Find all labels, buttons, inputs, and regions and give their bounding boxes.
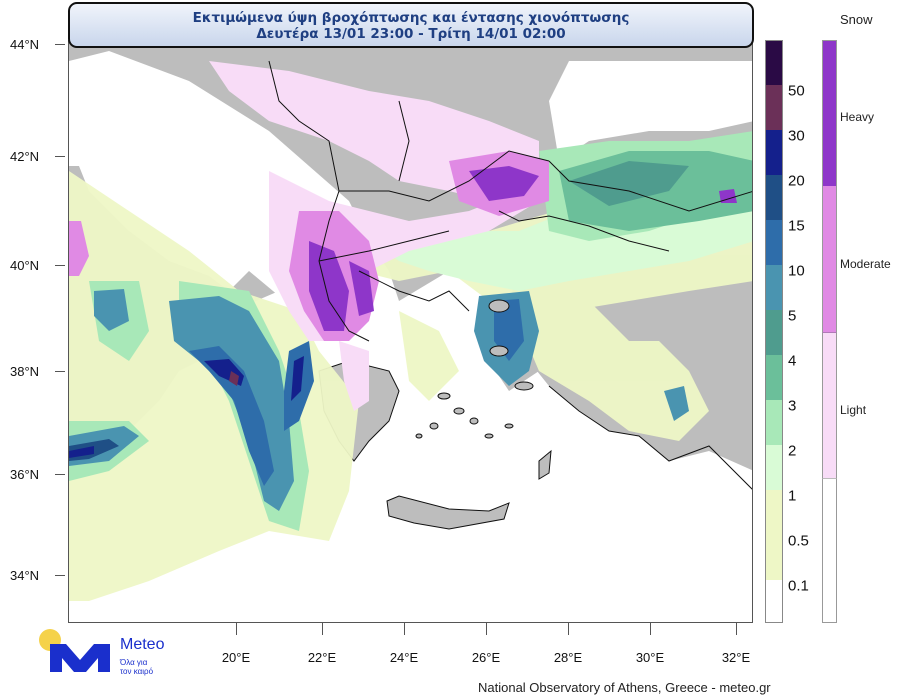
lat-tick <box>55 44 65 45</box>
snow-fields <box>69 61 737 411</box>
cb-label: 15 <box>788 217 805 235</box>
lat-label-36: 36°N <box>10 467 40 482</box>
cb-seg <box>765 490 783 535</box>
cb-label: 10 <box>788 262 805 280</box>
meteo-brand: Meteo <box>120 636 165 653</box>
snow-seg-heavy <box>822 40 837 186</box>
snow-label-heavy: Heavy <box>840 110 875 124</box>
snow-seg-light <box>822 332 837 478</box>
cb-seg <box>765 355 783 400</box>
credit-text: National Observatory of Athens, Greece -… <box>478 680 771 695</box>
lon-label-24: 24°E <box>389 650 419 665</box>
snow-seg-none <box>822 478 837 623</box>
lat-tick <box>55 474 65 475</box>
cb-seg <box>765 175 783 220</box>
cb-seg <box>765 265 783 310</box>
cb-label: 4 <box>788 352 797 370</box>
cb-label: 5 <box>788 307 797 325</box>
lon-tick <box>650 623 651 635</box>
lon-tick <box>404 623 405 635</box>
meteo-tagline-2: τον καιρό <box>120 667 154 676</box>
meteo-tagline: Όλα για τον καιρό <box>120 658 153 676</box>
lat-tick <box>55 156 65 157</box>
cb-seg <box>765 310 783 355</box>
lon-label-32: 32°E <box>721 650 751 665</box>
precipitation-map <box>68 40 753 623</box>
lat-tick <box>55 575 65 576</box>
lat-label-44: 44°N <box>10 37 40 52</box>
cb-label: 1 <box>788 487 797 505</box>
cb-seg <box>765 40 783 85</box>
cb-label: 0.5 <box>788 532 809 550</box>
land-rhodes <box>538 449 552 480</box>
lon-label-28: 28°E <box>553 650 583 665</box>
lat-label-42: 42°N <box>10 149 40 164</box>
cb-seg <box>765 220 783 265</box>
precip-heavy-ne-aegean <box>474 291 689 421</box>
precip-heavy-ionian <box>69 289 314 511</box>
aegean-islands <box>415 299 534 439</box>
meteo-tagline-1: Όλα για <box>120 658 148 667</box>
cb-seg <box>765 85 783 130</box>
map-canvas <box>69 41 752 622</box>
lat-tick <box>55 265 65 266</box>
lat-label-34: 34°N <box>10 568 40 583</box>
lon-tick <box>568 623 569 635</box>
lat-tick <box>55 371 65 372</box>
cb-label: 3 <box>788 397 797 415</box>
snow-label-light: Light <box>840 403 867 417</box>
cb-label: 50 <box>788 82 805 100</box>
borders <box>268 60 752 490</box>
cb-seg <box>765 400 783 445</box>
lon-label-20: 20°E <box>221 650 251 665</box>
snow-legend-title: Snow <box>840 12 873 27</box>
land-crete <box>386 495 510 530</box>
lon-tick <box>322 623 323 635</box>
lon-label-26: 26°E <box>471 650 501 665</box>
lon-tick <box>236 623 237 635</box>
cb-seg <box>765 535 783 580</box>
lon-tick <box>486 623 487 635</box>
meteo-logo: Meteo Όλα για τον καιρό <box>38 628 178 678</box>
cb-seg <box>765 445 783 490</box>
lon-label-30: 30°E <box>635 650 665 665</box>
map-title-line2: Δευτέρα 13/01 23:00 - Τρίτη 14/01 02:00 <box>256 26 566 42</box>
cb-label: 2 <box>788 442 797 460</box>
meteo-m-icon <box>39 629 110 672</box>
map-title-line1: Εκτιμώμενα ύψη βροχόπτωσης και έντασης χ… <box>192 10 630 26</box>
snow-seg-moderate <box>822 186 837 332</box>
lon-label-22: 22°E <box>307 650 337 665</box>
map-title-box: Εκτιμώμενα ύψη βροχόπτωσης και έντασης χ… <box>68 2 754 48</box>
cb-label: 20 <box>788 172 805 190</box>
snow-label-moderate: Moderate <box>840 257 891 271</box>
lon-tick <box>736 623 737 635</box>
cb-seg <box>765 580 783 623</box>
lat-label-40: 40°N <box>10 258 40 273</box>
sea-black-sea <box>549 61 752 161</box>
cb-seg <box>765 130 783 175</box>
lat-label-38: 38°N <box>10 364 40 379</box>
cb-label: 30 <box>788 127 805 145</box>
cb-label: 0.1 <box>788 577 809 595</box>
